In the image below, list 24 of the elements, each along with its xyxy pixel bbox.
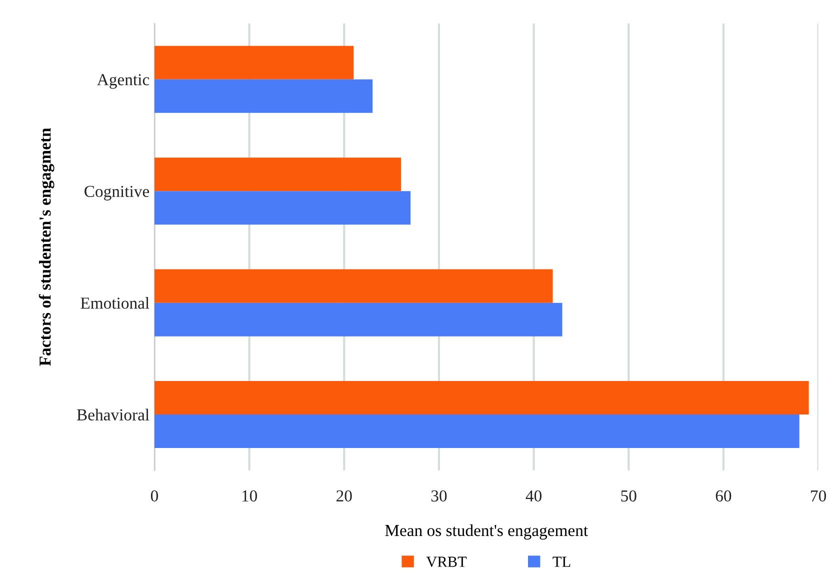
x-tick-label: 20: [336, 490, 352, 502]
y-tick-label: Agentic: [97, 74, 150, 89]
legend-label: VRBT: [426, 556, 467, 568]
y-tick-label: Behavioral: [76, 408, 150, 420]
bar: [154, 158, 402, 192]
x-tick-label: 70: [811, 490, 826, 502]
bar: [154, 302, 562, 336]
x-tick-label: 30: [431, 490, 447, 502]
bar: [154, 269, 553, 303]
x-tick-label: 60: [716, 490, 732, 502]
bar: [154, 46, 354, 80]
bar: [154, 191, 411, 225]
x-tick-label: 10: [242, 490, 258, 502]
bar: [154, 414, 800, 448]
y-axis-title: Factors of studenten's engagmetn: [38, 128, 54, 366]
legend-label: TL: [552, 556, 570, 567]
y-tick-label: Emotional: [80, 297, 150, 309]
bar: [154, 79, 373, 113]
bar: [154, 381, 809, 415]
x-axis-title: Mean os student's engagement: [385, 524, 588, 540]
y-tick-label: Cognitive: [84, 186, 150, 200]
x-tick-label: 0: [150, 490, 158, 502]
x-tick-label: 40: [526, 490, 542, 502]
x-tick-label: 50: [621, 490, 636, 502]
